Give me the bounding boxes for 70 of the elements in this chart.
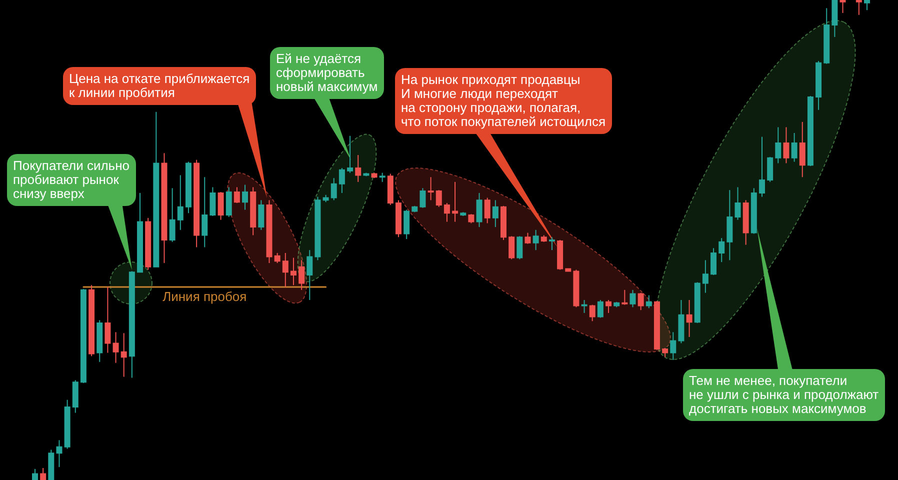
series-label: Линия пробоя xyxy=(162,289,247,304)
candlestick xyxy=(718,238,725,263)
candlestick xyxy=(347,135,354,174)
candlestick xyxy=(532,229,539,251)
candlestick xyxy=(589,304,596,322)
candlestick xyxy=(202,176,208,248)
candlestick xyxy=(274,252,280,264)
candlestick xyxy=(508,236,515,260)
candlestick xyxy=(338,168,345,194)
candlestick xyxy=(524,232,531,244)
candlestick xyxy=(783,126,790,164)
candlestick xyxy=(258,200,264,230)
candlestick xyxy=(177,174,184,230)
candlestick xyxy=(234,186,240,204)
candlestick xyxy=(56,440,62,468)
candlestick xyxy=(218,192,224,220)
candlestick xyxy=(767,156,774,182)
candlestick xyxy=(112,332,119,364)
candlestick xyxy=(646,294,652,309)
candlestick xyxy=(420,188,426,208)
candlestick xyxy=(355,154,362,182)
candlestick xyxy=(622,289,628,306)
candlestick xyxy=(791,132,798,162)
candlestick xyxy=(662,348,668,358)
candlestick xyxy=(638,292,644,311)
candlestick xyxy=(40,468,46,480)
candlestick xyxy=(226,186,232,218)
candlestick xyxy=(298,260,305,290)
candlestick xyxy=(581,300,588,314)
candlestick xyxy=(436,190,442,208)
annotation: Покупатели сильно пробивают рынок снизу вверх xyxy=(13,158,130,201)
candlestick xyxy=(476,192,482,228)
candlestick xyxy=(290,257,296,286)
candlestick xyxy=(670,332,676,360)
candlestick xyxy=(710,248,717,276)
annotation: Тем не менее, покупатели не ушли с рынка и продолжают достигать новых максимумов xyxy=(689,373,879,416)
candlestick xyxy=(775,126,782,164)
candlestick xyxy=(597,300,604,318)
candlestick xyxy=(484,197,490,224)
annotation: На рынок приходят продавцы И многие люди переходят на сторону продажи, полагая, что поток покупателей истощился xyxy=(401,72,606,129)
candlestick xyxy=(516,236,523,260)
candlestick xyxy=(169,188,176,242)
candlestick xyxy=(799,121,806,178)
candlestick xyxy=(210,186,216,216)
candlestick xyxy=(32,468,38,480)
candlestick xyxy=(840,0,846,14)
candlestick xyxy=(468,214,474,224)
candlestick xyxy=(282,252,288,288)
annotation: Цена на откате приближается к линии пробития xyxy=(69,71,250,100)
candlestick xyxy=(492,200,498,228)
candlestick xyxy=(452,181,458,222)
candlestick xyxy=(379,172,386,182)
candlestick xyxy=(330,178,337,201)
candlestick xyxy=(734,186,741,220)
candlestick xyxy=(404,209,410,240)
candlestick xyxy=(702,260,708,294)
candlestick xyxy=(686,300,692,338)
candlestick xyxy=(758,136,765,198)
candlestick xyxy=(428,176,434,201)
candlestick xyxy=(630,289,636,308)
candlestick xyxy=(242,184,248,210)
candlestick xyxy=(606,300,612,314)
candlestick xyxy=(864,0,870,11)
candlestick xyxy=(104,286,111,354)
annotation: Ей не удаётся сформировать новый максимум xyxy=(276,51,378,94)
candlestick xyxy=(856,0,862,16)
candlestick xyxy=(306,250,313,300)
candlestick xyxy=(120,332,127,378)
candlestick xyxy=(548,236,555,251)
candlestick xyxy=(444,202,450,222)
